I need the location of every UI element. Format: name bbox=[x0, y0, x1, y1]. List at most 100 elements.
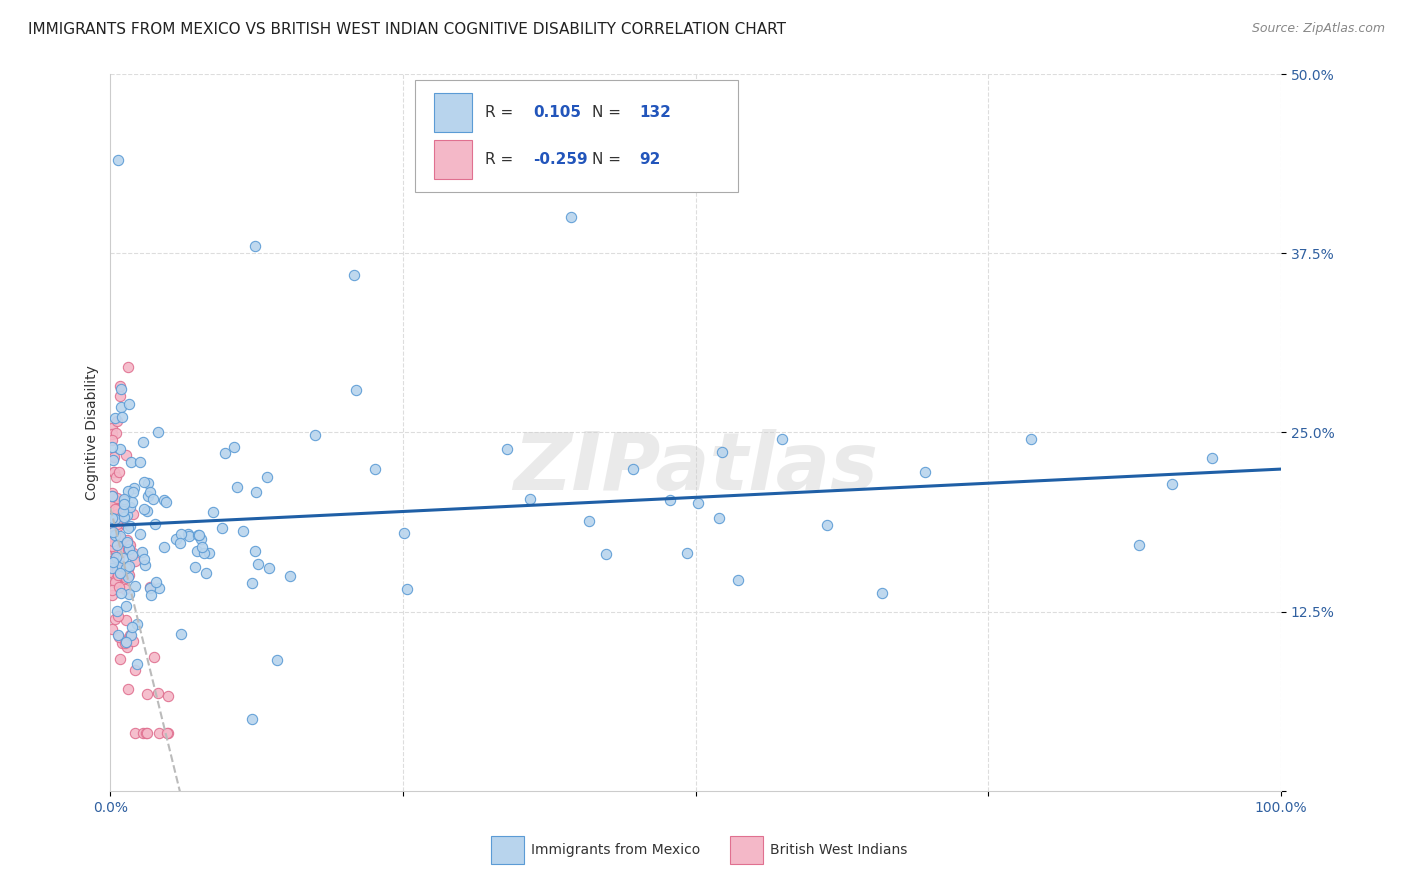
Point bbox=[190, 532, 212, 546]
Point bbox=[115, 613, 138, 627]
Point bbox=[112, 491, 135, 506]
Text: N =: N = bbox=[592, 105, 626, 120]
Point bbox=[104, 502, 127, 516]
Point bbox=[121, 549, 143, 563]
Point bbox=[103, 466, 125, 480]
Point bbox=[115, 535, 138, 549]
Point bbox=[142, 491, 165, 506]
Point bbox=[112, 516, 135, 530]
Point bbox=[193, 545, 215, 559]
Point bbox=[136, 476, 159, 491]
Point bbox=[707, 511, 730, 525]
Point bbox=[112, 494, 135, 508]
Point bbox=[124, 579, 146, 593]
Point bbox=[184, 560, 207, 574]
Point bbox=[108, 379, 131, 393]
Point bbox=[111, 409, 134, 424]
Point bbox=[115, 533, 138, 548]
Point bbox=[100, 489, 122, 503]
Point bbox=[100, 622, 122, 636]
Point bbox=[100, 539, 122, 553]
Point bbox=[112, 497, 135, 511]
Text: 92: 92 bbox=[640, 153, 661, 167]
Text: R =: R = bbox=[485, 153, 519, 167]
Point bbox=[101, 453, 124, 467]
Point bbox=[246, 558, 269, 572]
Point bbox=[110, 559, 132, 574]
Point bbox=[1161, 477, 1184, 491]
Point bbox=[110, 586, 132, 600]
Point bbox=[107, 414, 129, 428]
Point bbox=[101, 496, 124, 510]
Point bbox=[104, 529, 127, 543]
Point bbox=[914, 465, 936, 479]
Point bbox=[103, 525, 125, 540]
Point bbox=[139, 581, 162, 595]
Point bbox=[122, 634, 145, 648]
Point bbox=[156, 726, 179, 740]
Point bbox=[392, 526, 415, 541]
Point bbox=[148, 582, 170, 596]
Point bbox=[156, 689, 179, 703]
Point bbox=[152, 541, 174, 555]
Point bbox=[135, 687, 157, 701]
Point bbox=[107, 608, 129, 623]
Point bbox=[114, 636, 136, 650]
Point bbox=[304, 428, 326, 442]
Point bbox=[165, 532, 187, 546]
Point bbox=[115, 640, 138, 654]
Point bbox=[177, 529, 200, 543]
Point bbox=[711, 445, 734, 459]
Point bbox=[107, 518, 129, 533]
Point bbox=[688, 496, 710, 510]
Point bbox=[107, 571, 129, 585]
Point bbox=[122, 485, 145, 500]
Point bbox=[117, 682, 139, 697]
Point bbox=[118, 397, 141, 411]
Point bbox=[101, 510, 124, 524]
Point bbox=[117, 542, 139, 557]
Point bbox=[111, 562, 134, 576]
Point bbox=[195, 566, 218, 581]
Point bbox=[103, 566, 125, 580]
Point bbox=[153, 493, 176, 508]
Point bbox=[214, 446, 236, 460]
Point bbox=[100, 421, 122, 435]
Point bbox=[115, 599, 138, 613]
Point bbox=[107, 548, 129, 562]
Point bbox=[110, 383, 132, 397]
Point bbox=[1019, 432, 1042, 446]
Point bbox=[266, 653, 288, 667]
Point bbox=[240, 575, 263, 590]
Point bbox=[108, 529, 131, 543]
Point bbox=[117, 360, 139, 375]
Point bbox=[595, 547, 617, 561]
Point bbox=[169, 527, 191, 541]
Point bbox=[243, 544, 266, 558]
Point bbox=[108, 580, 131, 594]
Point bbox=[105, 507, 128, 521]
Point bbox=[111, 493, 134, 508]
Point bbox=[118, 568, 141, 582]
Point bbox=[120, 628, 142, 642]
Point bbox=[108, 465, 131, 479]
Point bbox=[101, 554, 124, 568]
Point bbox=[105, 538, 128, 552]
Point bbox=[117, 542, 139, 557]
Point bbox=[187, 528, 209, 542]
Point bbox=[100, 426, 122, 441]
Point bbox=[117, 508, 139, 522]
Point bbox=[108, 566, 131, 581]
Point bbox=[117, 541, 139, 556]
Point bbox=[146, 425, 169, 440]
Point bbox=[135, 726, 157, 740]
Point bbox=[115, 560, 138, 574]
Point bbox=[197, 545, 219, 559]
Point bbox=[104, 574, 127, 589]
Point bbox=[110, 400, 132, 414]
Point bbox=[100, 441, 122, 455]
Point bbox=[120, 455, 142, 469]
Point bbox=[139, 588, 162, 602]
Point bbox=[107, 517, 129, 532]
Point bbox=[101, 516, 124, 531]
